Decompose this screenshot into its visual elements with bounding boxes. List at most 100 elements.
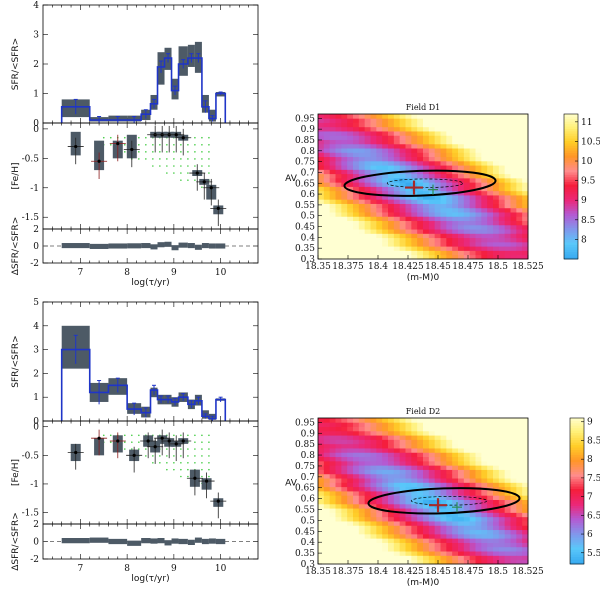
heatmap-cell — [370, 538, 377, 543]
heatmap-cell — [417, 186, 424, 192]
heatmap-cell — [370, 529, 377, 535]
heatmap-cell — [498, 131, 506, 136]
heatmap-cell — [504, 233, 511, 239]
grid-dot — [173, 151, 175, 153]
heatmap-cell — [399, 122, 406, 128]
heatmap-cell — [423, 160, 430, 166]
heatmap-cell — [376, 237, 383, 243]
heatmap-cell — [364, 525, 371, 531]
x-tick-label: 18.425 — [392, 262, 424, 272]
heatmap-cell — [452, 122, 459, 128]
heatmap-cell — [382, 452, 389, 458]
heatmap-cell — [364, 229, 371, 234]
feh-point — [132, 453, 136, 457]
grid-dot — [173, 434, 175, 437]
heatmap-cell — [434, 190, 441, 196]
heatmap-cell — [335, 555, 342, 561]
heatmap-cell — [434, 118, 441, 123]
heatmap-cell — [335, 122, 342, 128]
heatmap-cell — [388, 443, 395, 449]
heatmap-cell — [498, 250, 506, 256]
colorbar-segment — [564, 237, 578, 241]
heatmap-cell — [493, 452, 500, 458]
heatmap-cell — [434, 233, 441, 239]
heatmap-cell — [353, 114, 360, 119]
heatmap-cell — [376, 216, 383, 222]
grid-dot — [173, 461, 175, 464]
residual-box — [194, 537, 202, 543]
heatmap-cell — [423, 241, 430, 247]
heatmap-cell — [487, 439, 494, 445]
colorbar-segment — [564, 225, 578, 228]
heatmap-cell — [475, 241, 482, 247]
heatmap-cell — [458, 173, 465, 179]
heatmap-cell — [516, 122, 523, 128]
heatmap-cell — [411, 229, 418, 234]
heatmap-cell — [323, 160, 331, 166]
colorbar-segment — [564, 159, 578, 163]
heatmap-cell — [458, 229, 465, 234]
heatmap-cell — [411, 491, 418, 496]
heatmap-cell — [516, 114, 523, 119]
heatmap-cell — [382, 148, 389, 153]
heatmap-cell — [487, 503, 494, 509]
grid-dot — [187, 158, 189, 160]
heatmap-cell — [347, 516, 354, 522]
heatmap-cell — [498, 220, 506, 226]
heatmap-cell — [481, 254, 488, 260]
heatmap-cell — [399, 177, 406, 183]
heatmap-cell — [347, 237, 354, 243]
heatmap-cell — [335, 448, 342, 453]
heatmap-cell — [434, 169, 441, 175]
heatmap-cell — [358, 139, 366, 145]
heatmap-cell — [475, 148, 482, 153]
heatmap-cell — [382, 469, 389, 475]
heatmap-cell — [388, 122, 395, 128]
heatmap-cell — [388, 207, 395, 213]
heatmap-cell — [393, 114, 401, 119]
heatmap-cell — [481, 551, 488, 556]
heatmap-cell — [347, 538, 354, 543]
heatmap-cell — [405, 443, 412, 449]
heatmap-cell — [318, 118, 325, 123]
heatmap-cell — [399, 160, 406, 166]
heatmap-cell — [487, 165, 494, 170]
heatmap-cell — [458, 143, 465, 149]
heatmap-cell — [522, 152, 529, 158]
heatmap-cell — [323, 182, 331, 187]
heatmap-cell — [522, 538, 529, 543]
heatmap-cell — [440, 237, 447, 243]
heatmap-cell — [452, 254, 459, 260]
heatmap-cell — [323, 512, 331, 518]
heatmap-cell — [428, 114, 436, 119]
heatmap-cell — [493, 203, 500, 209]
heatmap-cell — [364, 224, 371, 230]
heatmap-cell — [463, 533, 471, 539]
heatmap-cell — [399, 482, 406, 488]
grid-dot — [109, 434, 112, 437]
grid-dot — [123, 136, 126, 139]
heatmap-cell — [411, 551, 418, 556]
heatmap-cell — [323, 418, 331, 423]
heatmap-cell — [516, 199, 523, 204]
grid-dot — [173, 143, 175, 146]
heatmap-cell — [452, 448, 459, 453]
heatmap-cell — [516, 212, 523, 217]
x-axis-label: log(τ/yr) — [131, 278, 169, 288]
heatmap-cell — [358, 233, 366, 239]
heatmap-cell — [510, 460, 517, 466]
colorbar-segment — [570, 520, 584, 524]
residual-box — [127, 243, 142, 249]
heatmap-cell — [498, 182, 506, 187]
heatmap-cell — [481, 241, 488, 247]
residual-box — [194, 244, 202, 250]
heatmap-cell — [393, 439, 401, 445]
heatmap-cell — [510, 443, 517, 449]
heatmap-cell — [376, 190, 383, 196]
heatmap-cell — [469, 551, 476, 556]
heatmap-cell — [323, 143, 331, 149]
heatmap-cell — [329, 229, 336, 234]
grid-dot — [180, 434, 182, 437]
heatmap-cell — [382, 165, 389, 170]
heatmap-cell — [522, 220, 529, 226]
